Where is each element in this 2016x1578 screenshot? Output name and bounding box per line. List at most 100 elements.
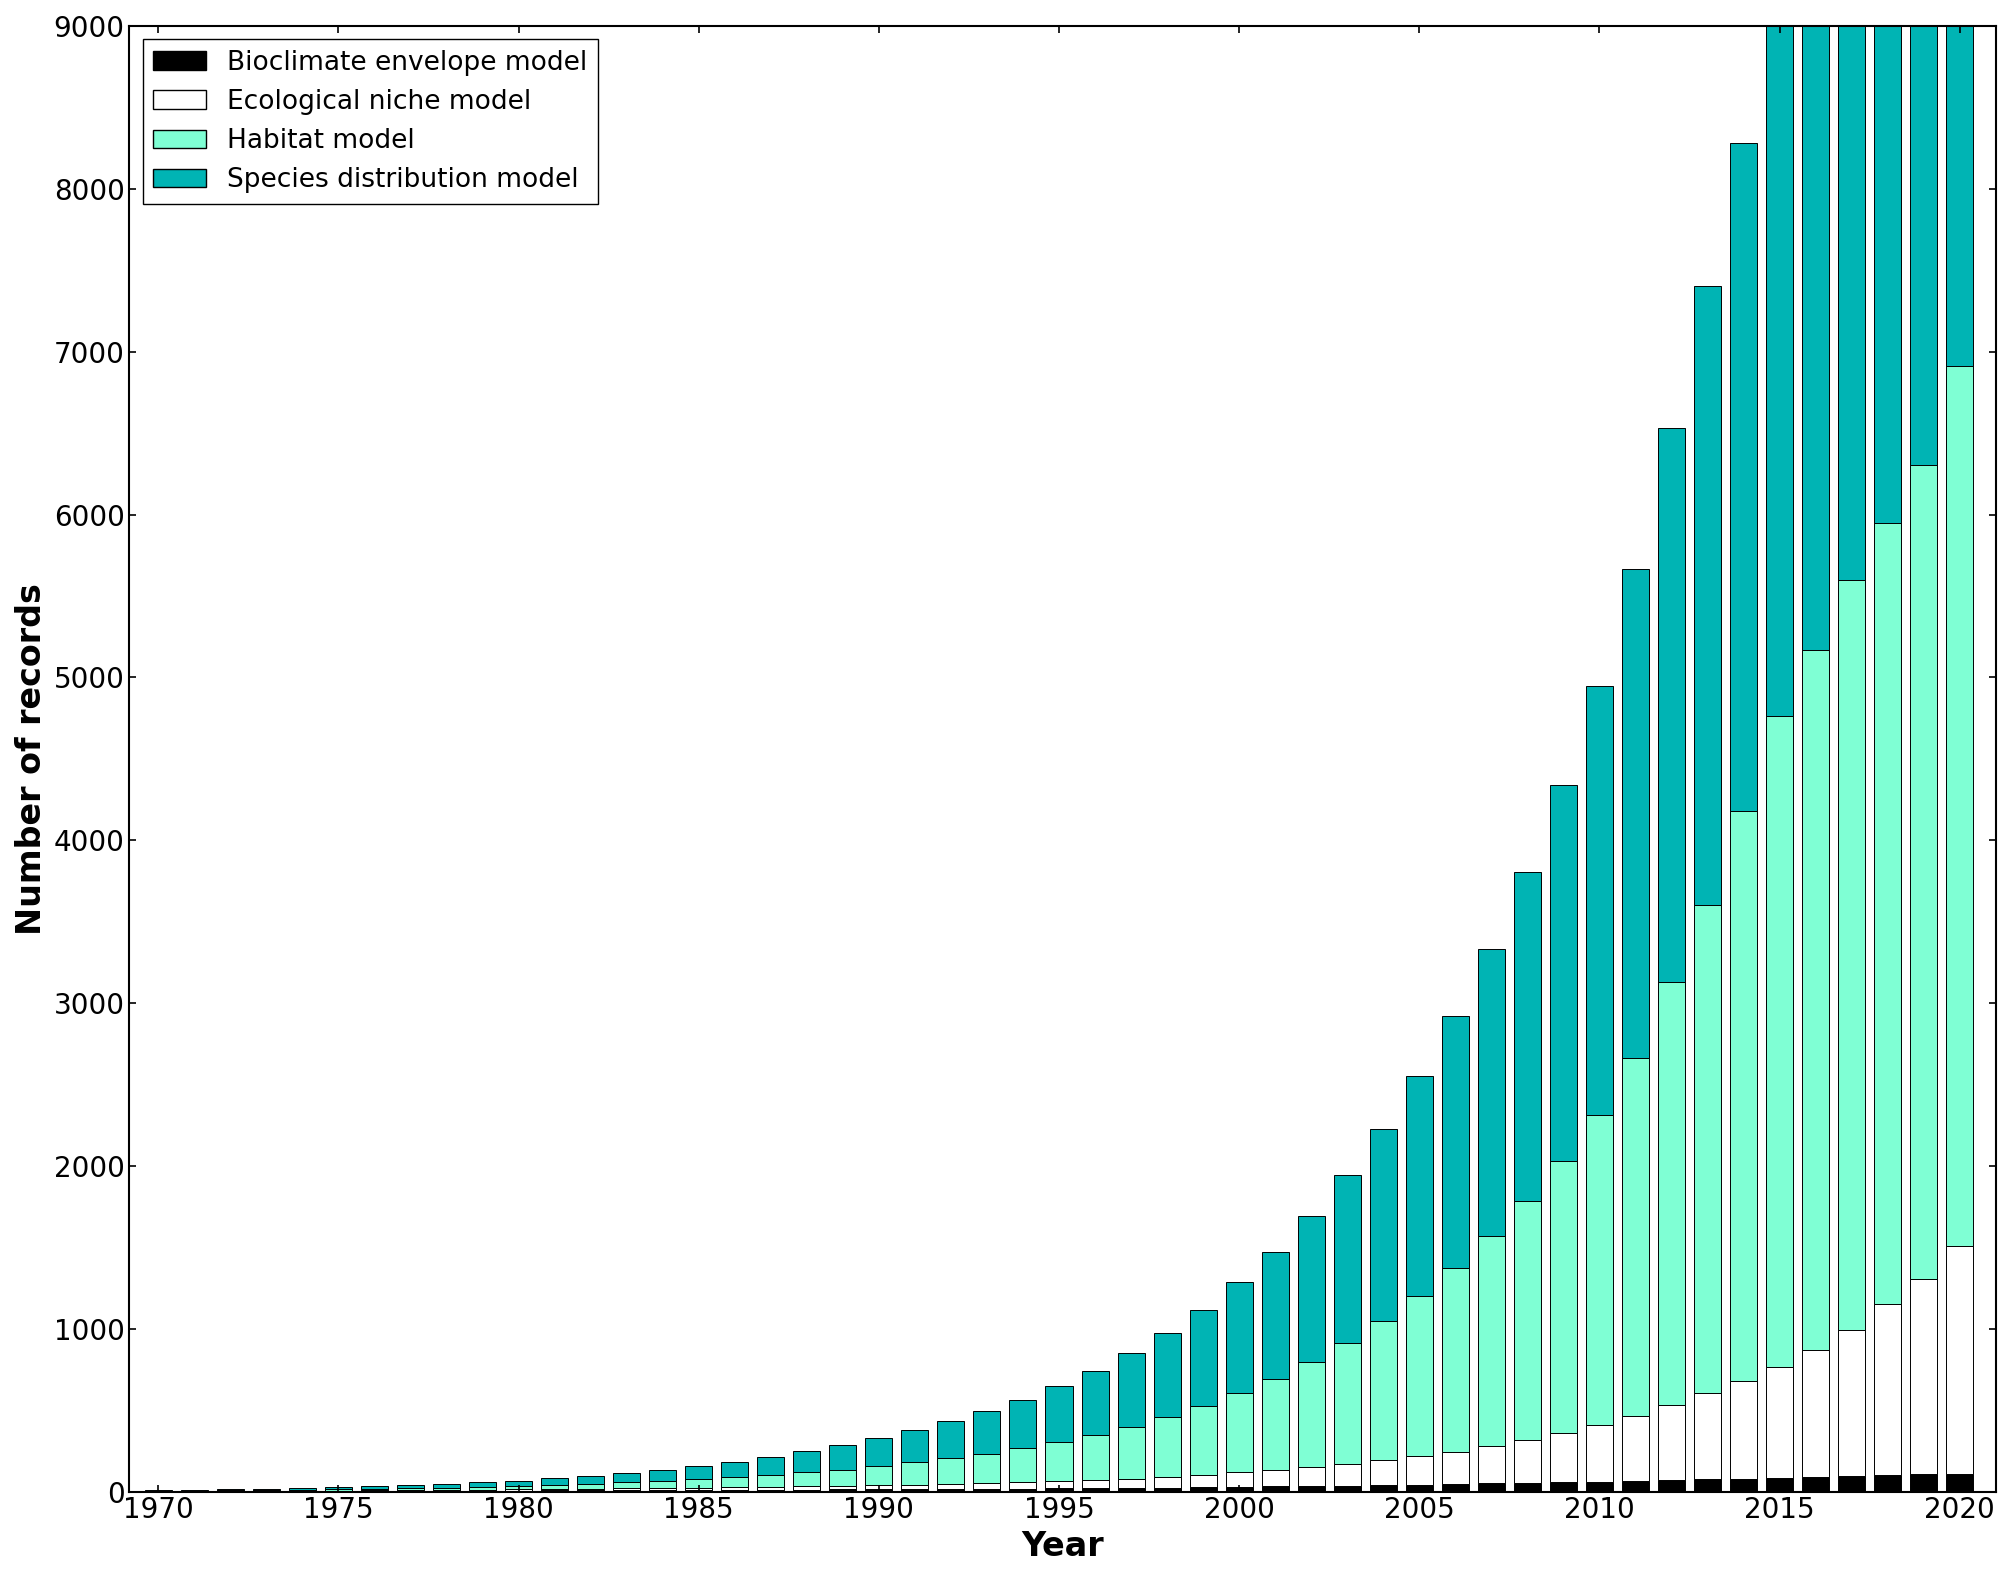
Bar [649, 1482, 675, 1488]
Bar [1226, 1486, 1252, 1491]
Bar [433, 1488, 460, 1490]
Bar [685, 1466, 712, 1479]
Bar [1657, 1480, 1685, 1491]
Bar [433, 1483, 460, 1488]
Bar [901, 1485, 929, 1490]
Bar [1262, 1471, 1288, 1486]
Bar [1405, 1456, 1433, 1485]
Bar [361, 1488, 387, 1491]
Bar [1514, 871, 1540, 1201]
Bar [1693, 904, 1722, 1393]
Bar [1478, 1483, 1504, 1491]
Bar [1514, 1441, 1540, 1483]
Bar [1081, 1434, 1109, 1480]
Bar [1298, 1486, 1325, 1491]
Bar [937, 1420, 964, 1458]
Bar [685, 1488, 712, 1490]
Bar [1802, 1477, 1829, 1491]
Bar [685, 1490, 712, 1491]
Bar [901, 1430, 929, 1463]
Bar [1298, 1362, 1325, 1468]
Bar [829, 1486, 857, 1490]
Bar [1875, 0, 1901, 522]
Bar [1766, 8, 1792, 716]
Bar [1335, 1485, 1361, 1491]
Bar [1010, 1488, 1036, 1491]
Bar [829, 1445, 857, 1469]
Bar [1335, 1176, 1361, 1343]
X-axis label: Year: Year [1022, 1531, 1105, 1562]
Bar [1262, 1379, 1288, 1471]
Bar [1945, 1474, 1974, 1491]
Bar [865, 1466, 893, 1485]
Bar [1693, 286, 1722, 904]
Bar [1369, 1128, 1397, 1321]
Bar [722, 1461, 748, 1477]
Bar [1945, 366, 1974, 1245]
Bar [1298, 1468, 1325, 1486]
Bar [1478, 1236, 1504, 1445]
Bar [1766, 1477, 1792, 1491]
Bar [1623, 1415, 1649, 1482]
Bar [829, 1490, 857, 1491]
Bar [1262, 1486, 1288, 1491]
Bar [1010, 1449, 1036, 1482]
Bar [506, 1486, 532, 1490]
Bar [1478, 1445, 1504, 1483]
Bar [1117, 1479, 1145, 1488]
Bar [1839, 1330, 1865, 1475]
Bar [1875, 1305, 1901, 1475]
Bar [1587, 1482, 1613, 1491]
Bar [649, 1471, 675, 1482]
Bar [1153, 1477, 1181, 1488]
Bar [1587, 1425, 1613, 1482]
Bar [1875, 1475, 1901, 1491]
Bar [1730, 1381, 1758, 1479]
Bar [1766, 1367, 1792, 1477]
Bar [829, 1469, 857, 1486]
Bar [865, 1490, 893, 1491]
Bar [397, 1485, 423, 1488]
Bar [1657, 1406, 1685, 1480]
Bar [1802, 0, 1829, 650]
Bar [1478, 948, 1504, 1236]
Bar [1802, 1349, 1829, 1477]
Bar [1875, 522, 1901, 1305]
Bar [758, 1486, 784, 1490]
Bar [685, 1479, 712, 1488]
Bar [1623, 570, 1649, 1057]
Bar [1730, 144, 1758, 811]
Bar [1153, 1333, 1181, 1417]
Bar [1117, 1354, 1145, 1427]
Bar [1441, 1452, 1470, 1483]
Bar [722, 1477, 748, 1486]
Bar [1117, 1427, 1145, 1479]
Bar [1262, 1251, 1288, 1379]
Bar [1514, 1483, 1540, 1491]
Bar [758, 1490, 784, 1491]
Bar [1010, 1400, 1036, 1449]
Legend: Bioclimate envelope model, Ecological niche model, Habitat model, Species distri: Bioclimate envelope model, Ecological ni… [143, 39, 599, 204]
Bar [1046, 1442, 1073, 1482]
Bar [1189, 1310, 1216, 1406]
Bar [1839, 581, 1865, 1330]
Bar [1945, 0, 1974, 366]
Bar [470, 1486, 496, 1490]
Bar [1623, 1057, 1649, 1415]
Bar [1587, 685, 1613, 1116]
Bar [758, 1456, 784, 1475]
Bar [1623, 1482, 1649, 1491]
Bar [1189, 1475, 1216, 1486]
Bar [1911, 0, 1937, 466]
Bar [1226, 1393, 1252, 1472]
Bar [792, 1490, 821, 1491]
Bar [1730, 1479, 1758, 1491]
Bar [865, 1485, 893, 1490]
Bar [613, 1482, 641, 1488]
Bar [470, 1482, 496, 1486]
Bar [1081, 1488, 1109, 1491]
Bar [1046, 1385, 1073, 1442]
Bar [1081, 1480, 1109, 1488]
Bar [974, 1411, 1000, 1453]
Bar [792, 1472, 821, 1486]
